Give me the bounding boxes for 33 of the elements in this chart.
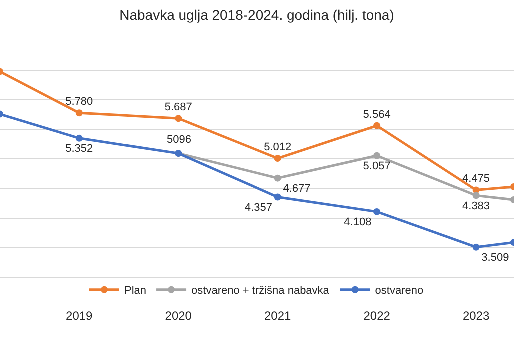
x-tick-label: 2023 [462, 309, 490, 323]
data-label: 5.057 [363, 160, 391, 172]
legend-label: Plan [124, 285, 147, 298]
data-label: 4.383 [462, 200, 490, 212]
point [374, 208, 381, 216]
x-tick-label: 2022 [364, 309, 391, 323]
legend-label: ostvareno + tržišna nabavka [192, 285, 330, 298]
data-label: 5.687 [164, 101, 192, 114]
chart-title: Nabavka uglja 2018-2024. godina (hilj. tona) [120, 6, 394, 23]
data-label: 4.108 [344, 216, 372, 229]
x-tick-label: 2020 [165, 309, 192, 323]
data-label: 5.564 [363, 108, 391, 121]
point [274, 155, 282, 162]
point [274, 194, 282, 201]
data-label: 4.677 [283, 182, 311, 195]
annotation: 5096 [167, 134, 192, 146]
point [175, 115, 182, 122]
point [472, 192, 480, 200]
data-label: 5.012 [264, 141, 292, 154]
point [76, 134, 83, 142]
x-tick-label: 2021 [264, 309, 292, 323]
point [76, 110, 83, 117]
point [374, 152, 381, 160]
data-label: 5.780 [66, 96, 94, 108]
data-label: 4.357 [244, 202, 272, 214]
data-label: 5.352 [66, 143, 94, 156]
data-label: 3.509 [482, 252, 510, 264]
point [472, 244, 480, 251]
point [274, 174, 282, 182]
x-tick-label: 2019 [66, 309, 94, 323]
legend-label: ostvareno [375, 285, 424, 298]
point [374, 122, 381, 130]
data-label: 4.475 [462, 173, 490, 186]
